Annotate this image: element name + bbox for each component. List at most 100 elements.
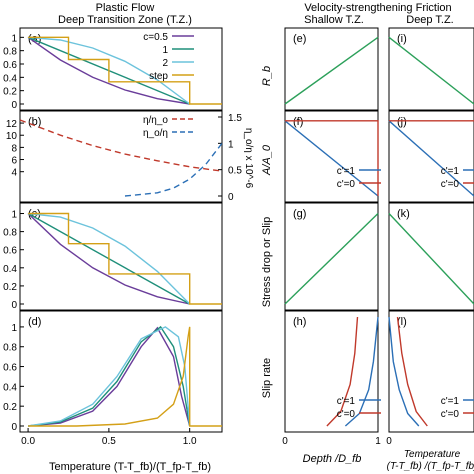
ytick-label-2-1: 0.2 [3, 282, 17, 293]
panel-frame-9 [388, 110, 474, 203]
series-5-0 [284, 120, 379, 197]
xtick-label-7-1: 1 [375, 436, 381, 447]
ytick-label-1-0: 4 [11, 168, 17, 179]
y2tick-label-1-0: 0 [228, 192, 234, 203]
series-11-0 [388, 316, 420, 427]
series-7-0 [344, 316, 379, 427]
ytick-label-0-0: 0 [11, 100, 17, 111]
series-2-0 [27, 212, 190, 305]
legend-label-0-0: c=0.5 [143, 32, 168, 43]
right-xlabel-right-2: (T-T_fb) /(T_fp-T_fb) [387, 461, 474, 472]
panel-label-10: (k) [397, 208, 410, 220]
y2tick-label-1-3: 1.5 [228, 113, 242, 124]
right-xlabel-left: Depth /D_fb [303, 453, 362, 465]
ytick-label-3-3: 0.6 [3, 363, 17, 374]
xtick-label-7-0: 0 [282, 436, 288, 447]
series-0-2 [28, 36, 191, 105]
left-xlabel: Temperature (T-T_fb)/(T_fp-T_fb) [49, 461, 211, 473]
right-sub-left: Shallow T.Z. [304, 14, 364, 26]
y2tick-label-1-2: 1 [228, 139, 234, 150]
panel-frame-7 [284, 310, 379, 433]
legend-label-0-2: 2 [162, 58, 168, 69]
panel-frame-10 [388, 202, 474, 311]
series-7-1 [326, 316, 359, 427]
series-8-0 [388, 36, 474, 105]
legend-label-7-1: c'=0 [337, 409, 356, 420]
legend-label-1-1: η_o/η [143, 128, 168, 139]
chart-marks: (a)00.20.40.60.81 c=0.512step(b)468101200… [3, 32, 474, 447]
series-0-0 [27, 36, 190, 105]
series-0-3 [28, 36, 222, 105]
series-2-2 [28, 212, 191, 305]
panel-label-3: (d) [28, 316, 41, 328]
series-3-2 [27, 326, 191, 427]
legend-label-7-0: c'=1 [337, 396, 356, 407]
series-6-0 [284, 212, 379, 305]
left-title-2: Deep Transition Zone (T.Z.) [58, 14, 192, 26]
ytick-label-2-4: 0.8 [3, 228, 17, 239]
series-2-3 [28, 212, 222, 305]
panel-frames [19, 27, 474, 433]
ytick-label-2-5: 1 [11, 210, 17, 221]
ytick-label-1-4: 12 [6, 119, 18, 130]
ytick-label-3-4: 0.8 [3, 343, 17, 354]
y2tick-label-1-1: 0.5 [228, 166, 242, 177]
panel-frame-4 [284, 27, 379, 111]
panel-frame-1 [19, 110, 223, 203]
left-title-1: Plastic Flow [96, 2, 155, 14]
legend-label-11-1: c'=0 [441, 409, 460, 420]
series-4-0 [284, 36, 379, 105]
ytick-label-1-3: 10 [6, 131, 18, 142]
ytick-label-2-0: 0 [11, 300, 17, 311]
panel-label-9: (j) [397, 116, 407, 128]
legend-label-5-1: c'=0 [337, 179, 356, 190]
panel-frame-0 [19, 27, 223, 111]
series-10-0 [388, 213, 474, 305]
panel-frame-8 [388, 27, 474, 111]
right-sub-right: Deep T.Z. [406, 14, 454, 26]
legend-label-9-1: c'=0 [441, 179, 460, 190]
panel-label-7: (h) [293, 316, 306, 328]
ytick-label-3-5: 1 [11, 323, 17, 334]
ytick-label-0-5: 1 [11, 33, 17, 44]
legend-label-11-0: c'=1 [441, 396, 460, 407]
legend-label-5-0: c'=1 [337, 166, 356, 177]
panel-label-4: (e) [293, 33, 306, 45]
ytick-label-1-1: 6 [11, 156, 17, 167]
axis-label-b-right: η_o/η x 10^-6 [243, 128, 254, 189]
panel-label-11: (l) [397, 316, 407, 328]
series-1-1 [124, 142, 223, 197]
ytick-label-0-1: 0.2 [3, 87, 17, 98]
axis-label-f: A/A_0 [261, 144, 273, 176]
series-3-1 [28, 325, 191, 427]
right-xlabel-right-1: Temperature [404, 449, 461, 460]
ytick-label-1-2: 8 [11, 143, 17, 154]
axis-label-h: Slip rate [261, 358, 273, 398]
ytick-label-3-2: 0.4 [3, 382, 17, 393]
series-11-1 [396, 316, 428, 427]
panel-label-6: (g) [293, 208, 306, 220]
axis-label-e: R_b [261, 66, 273, 86]
ytick-label-3-0: 0 [11, 422, 17, 433]
series-1-0 [19, 119, 223, 172]
ytick-label-3-1: 0.2 [3, 402, 17, 413]
xtick-label-3-0: 0.0 [21, 436, 35, 447]
panel-frame-6 [284, 202, 379, 311]
series-3-0 [28, 326, 191, 427]
legend-label-0-1: 1 [162, 45, 168, 56]
xtick-label-11-0: 0 [386, 436, 392, 447]
panel-frame-2 [19, 202, 223, 311]
ytick-label-2-2: 0.4 [3, 264, 17, 275]
axis-label-g: Stress drop or Slip [261, 217, 273, 307]
series-3-3 [28, 326, 222, 427]
ytick-label-2-3: 0.6 [3, 246, 17, 257]
panel-frame-11 [388, 310, 474, 433]
right-title: Velocity-strengthening Friction [304, 2, 451, 14]
panel-label-8: (i) [397, 33, 407, 45]
xtick-label-3-1: 0.5 [102, 436, 116, 447]
legend-label-9-0: c'=1 [441, 166, 460, 177]
xtick-label-3-2: 1.0 [183, 436, 197, 447]
series-9-0 [388, 120, 474, 197]
ytick-label-0-3: 0.6 [3, 60, 17, 71]
